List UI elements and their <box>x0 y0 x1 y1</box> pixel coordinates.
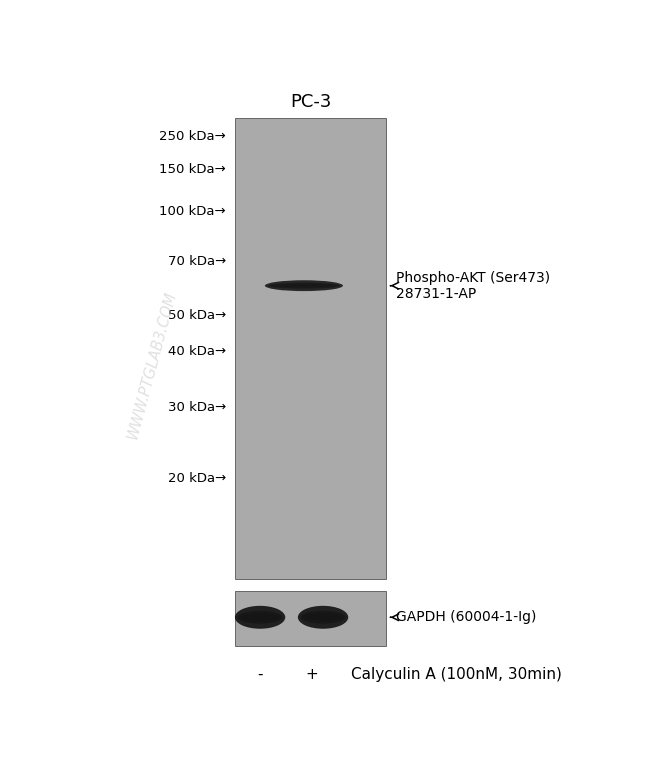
Text: 20 kDa→: 20 kDa→ <box>168 472 226 485</box>
Ellipse shape <box>304 614 342 620</box>
Text: 30 kDa→: 30 kDa→ <box>168 401 226 414</box>
Text: 150 kDa→: 150 kDa→ <box>159 163 226 176</box>
Text: -: - <box>257 667 263 682</box>
Text: 40 kDa→: 40 kDa→ <box>168 345 226 358</box>
Ellipse shape <box>238 611 282 623</box>
Text: GAPDH (60004-1-Ig): GAPDH (60004-1-Ig) <box>391 610 536 624</box>
Ellipse shape <box>272 284 335 287</box>
Bar <box>235 591 386 646</box>
Text: 50 kDa→: 50 kDa→ <box>168 309 226 323</box>
Text: Calyculin A (100nM, 30min): Calyculin A (100nM, 30min) <box>351 667 562 682</box>
Ellipse shape <box>268 283 340 289</box>
Text: PC-3: PC-3 <box>290 93 331 111</box>
Text: Phospho-AKT (Ser473)
28731-1-AP: Phospho-AKT (Ser473) 28731-1-AP <box>391 271 550 301</box>
Ellipse shape <box>265 280 343 291</box>
Text: 100 kDa→: 100 kDa→ <box>159 205 226 218</box>
Ellipse shape <box>241 614 279 620</box>
Ellipse shape <box>301 611 345 623</box>
Ellipse shape <box>298 606 348 629</box>
Text: WWW.PTGLAB3.COM: WWW.PTGLAB3.COM <box>125 290 179 441</box>
Text: 250 kDa→: 250 kDa→ <box>159 130 226 143</box>
Text: 70 kDa→: 70 kDa→ <box>168 255 226 268</box>
Bar <box>235 118 386 579</box>
Text: +: + <box>306 667 318 682</box>
Ellipse shape <box>235 606 285 629</box>
